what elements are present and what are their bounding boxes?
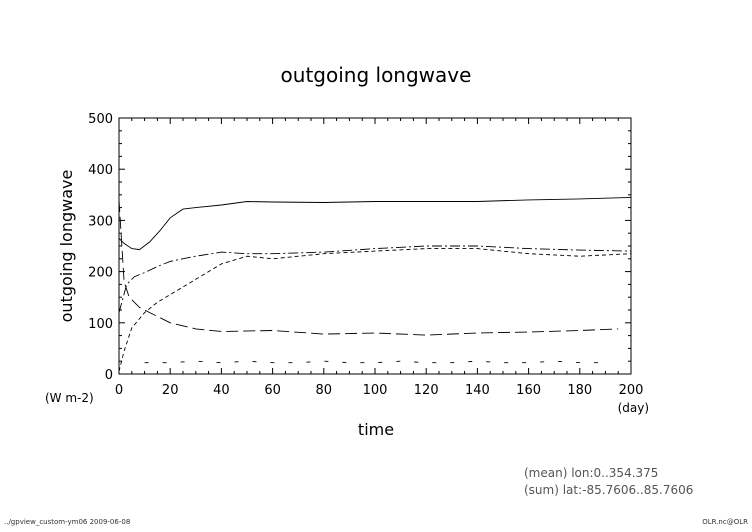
series-group	[118, 196, 632, 372]
x-tick-label: 40	[213, 383, 230, 398]
y-tick-label: 100	[88, 317, 113, 332]
x-axis: 0 20 40 60 80 100 120 140 160 180 200	[115, 118, 644, 398]
chart-title: outgoing longwave	[281, 63, 472, 87]
x-unit-label: (day)	[618, 401, 649, 415]
x-tick-label: 200	[619, 383, 644, 398]
mean-annotation: (mean) lon:0..354.375	[524, 466, 659, 480]
sum-annotation: (sum) lat:-85.7606..85.7606	[524, 483, 694, 497]
y-axis-label: outgoing longwave	[57, 170, 76, 323]
x-tick-label: 160	[516, 383, 541, 398]
x-tick-label: 100	[363, 383, 388, 398]
x-tick-label: 120	[414, 383, 439, 398]
plot-frame	[118, 117, 632, 375]
footer-right: OLR.nc@OLR	[702, 518, 748, 526]
series-line-1	[118, 196, 632, 251]
x-axis-label: time	[358, 420, 394, 439]
y-tick-label: 200	[88, 266, 113, 281]
y-axis: 0 100 200 300 400 500	[88, 112, 631, 383]
x-tick-label: 60	[264, 383, 281, 398]
x-tick-label: 0	[115, 383, 123, 398]
series-line-5	[144, 360, 606, 364]
x-tick-label: 140	[465, 383, 490, 398]
x-tick-label: 180	[567, 383, 592, 398]
series-line-4	[118, 248, 632, 372]
series-line-3	[118, 199, 619, 336]
series-line-2	[118, 245, 632, 313]
x-tick-label: 20	[162, 383, 179, 398]
y-tick-label: 0	[105, 368, 113, 383]
y-tick-label: 500	[88, 112, 113, 127]
y-tick-label: 300	[88, 214, 113, 229]
x-tick-label: 80	[316, 383, 333, 398]
y-unit-label: (W m-2)	[45, 391, 94, 405]
y-tick-label: 400	[88, 163, 113, 178]
footer-left: ../gpview_custom-ym06 2009-06-08	[4, 518, 131, 526]
